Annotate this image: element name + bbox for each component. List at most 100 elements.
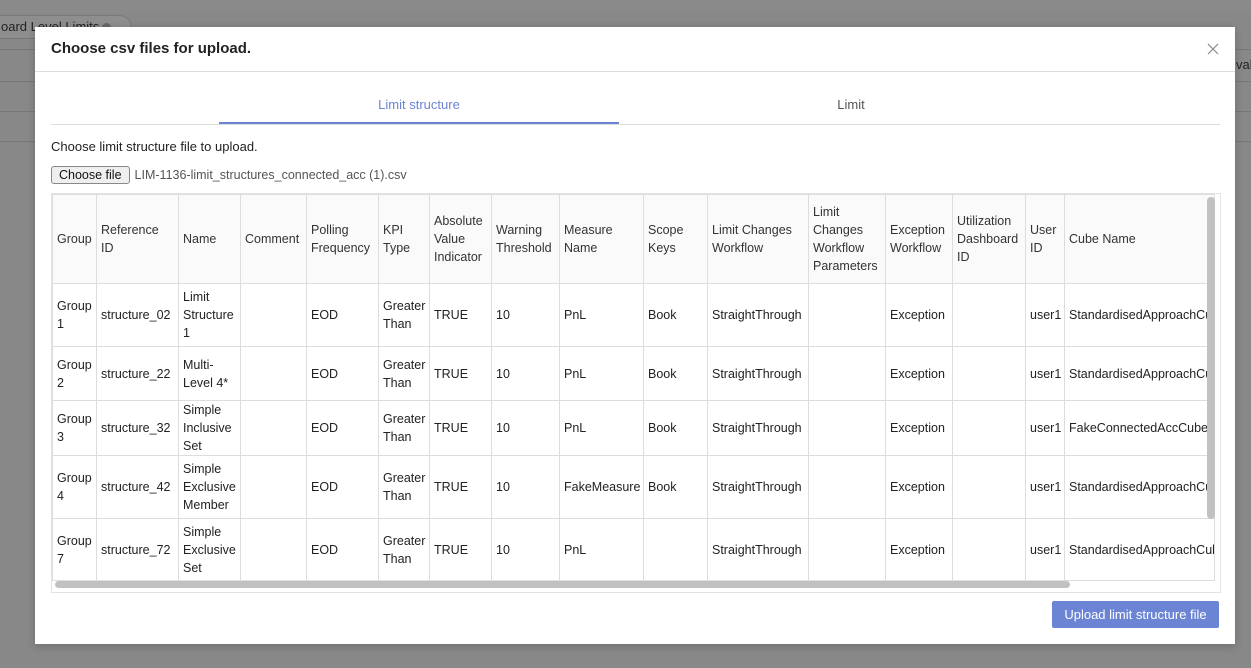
table-cell — [240, 455, 307, 519]
table-cell: Greater Than — [378, 346, 430, 401]
table-cell — [643, 518, 708, 581]
table-cell: user1 — [1025, 400, 1065, 456]
table-cell: 10 — [491, 518, 560, 581]
column-header: Scope Keys — [643, 194, 708, 284]
table-cell: Exception — [885, 455, 953, 519]
background-text: val — [1236, 57, 1251, 72]
table-cell: FakeConnectedAccCube — [1064, 400, 1215, 456]
table-cell: Group 2 — [52, 346, 97, 401]
table-cell: Book — [643, 455, 708, 519]
instructions: Choose limit structure file to upload. — [51, 139, 258, 154]
file-name: LIM-1136-limit_structures_connected_acc … — [134, 168, 407, 182]
tab-limit[interactable]: Limit — [837, 97, 865, 112]
table-cell: StraightThrough — [707, 455, 809, 519]
table-cell: StandardisedApproachCube — [1064, 346, 1215, 401]
table-row: Group 4 structure_42 Simple Exclusive Memb… — [52, 455, 1215, 519]
table-row: Group 1 structure_02 Limit Structure 1 EOD G… — [52, 283, 1215, 347]
data-table: Group Reference ID Name Comment Polling Freq… — [52, 194, 1215, 581]
table-cell: Exception — [885, 400, 953, 456]
table-cell: Limit Structure 1 — [178, 283, 241, 347]
table-cell — [240, 283, 307, 347]
table-cell: user1 — [1025, 455, 1065, 519]
table-header-row: Group Reference ID Name Comment Polling Freq… — [52, 194, 1215, 284]
table-cell: StandardisedApproachCube — [1064, 455, 1215, 519]
table-cell: StraightThrough — [707, 400, 809, 456]
table-cell: PnL — [559, 518, 644, 581]
upload-limit-structure-button[interactable]: Upload limit structure file — [1052, 601, 1219, 628]
header-divider — [35, 71, 1235, 72]
close-icon[interactable] — [1205, 41, 1221, 57]
table-cell: Group 1 — [52, 283, 97, 347]
table-cell: StraightThrough — [707, 518, 809, 581]
table-cell — [952, 455, 1026, 519]
table-cell: Exception — [885, 518, 953, 581]
table-cell: 10 — [491, 346, 560, 401]
table-cell — [240, 400, 307, 456]
column-header: Limit Changes Workflow — [707, 194, 809, 284]
column-header: Group — [52, 194, 97, 284]
column-header: Polling Frequency — [306, 194, 379, 284]
table-cell — [808, 283, 886, 347]
horizontal-scrollbar[interactable] — [55, 581, 1070, 588]
table-cell: Book — [643, 400, 708, 456]
vertical-scrollbar[interactable] — [1207, 197, 1215, 519]
table-cell: Exception — [885, 346, 953, 401]
modal-title: Choose csv files for upload. — [51, 40, 252, 57]
preview-table: Group Reference ID Name Comment Polling Freq… — [51, 193, 1221, 593]
column-header: Comment — [240, 194, 307, 284]
column-header: Reference ID — [96, 194, 179, 284]
table-cell — [808, 346, 886, 401]
table-cell: structure_72 — [96, 518, 179, 581]
table-cell: EOD — [306, 400, 379, 456]
table-cell — [808, 400, 886, 456]
column-header: Warning Threshold — [491, 194, 560, 284]
column-header: Limit Changes Workflow Parameters — [808, 194, 886, 284]
table-cell: TRUE — [429, 455, 492, 519]
file-input: Choose file LIM-1136-limit_structures_co… — [51, 166, 407, 184]
table-cell — [952, 518, 1026, 581]
table-cell: EOD — [306, 346, 379, 401]
table-cell — [240, 346, 307, 401]
table-cell: Greater Than — [378, 283, 430, 347]
column-header: Exception Workflow — [885, 194, 953, 284]
table-cell: EOD — [306, 283, 379, 347]
table-cell: Greater Than — [378, 455, 430, 519]
table-cell: user1 — [1025, 283, 1065, 347]
table-cell: TRUE — [429, 518, 492, 581]
table-cell — [952, 400, 1026, 456]
table-cell: Simple Exclusive Member — [178, 455, 241, 519]
table-cell: user1 — [1025, 518, 1065, 581]
table-cell: Group 4 — [52, 455, 97, 519]
column-header: KPI Type — [378, 194, 430, 284]
table-cell: structure_32 — [96, 400, 179, 456]
table-cell: Multi-Level 4* — [178, 346, 241, 401]
table-cell: user1 — [1025, 346, 1065, 401]
table-cell: structure_42 — [96, 455, 179, 519]
choose-file-button[interactable]: Choose file — [51, 166, 130, 184]
table-cell: Simple Inclusive Set — [178, 400, 241, 456]
upload-modal: Choose csv files for upload. Limit struc… — [35, 27, 1235, 644]
table-cell: EOD — [306, 518, 379, 581]
table-cell — [240, 518, 307, 581]
table-cell: Exception — [885, 283, 953, 347]
table-row: Group 2 structure_22 Multi-Level 4* EOD Grea… — [52, 346, 1215, 401]
table-cell: StandardisedApproachCube — [1064, 283, 1215, 347]
table-cell: PnL — [559, 283, 644, 347]
table-cell: StraightThrough — [707, 283, 809, 347]
column-header: Measure Name — [559, 194, 644, 284]
table-cell: 10 — [491, 400, 560, 456]
table-cell: StraightThrough — [707, 346, 809, 401]
table-row: Group 7 structure_72 Simple Exclusive Set E… — [52, 518, 1215, 581]
table-row: Group 3 structure_32 Simple Inclusive Set E… — [52, 400, 1215, 456]
table-cell: EOD — [306, 455, 379, 519]
table-cell — [808, 455, 886, 519]
table-cell: Book — [643, 283, 708, 347]
table-cell: Simple Exclusive Set — [178, 518, 241, 581]
table-cell: PnL — [559, 400, 644, 456]
table-cell: 10 — [491, 455, 560, 519]
table-cell: Greater Than — [378, 518, 430, 581]
tab-limit-structure[interactable]: Limit structure — [219, 93, 619, 124]
column-header: Absolute Value Indicator — [429, 194, 492, 284]
table-cell: StandardisedApproachCube — [1064, 518, 1215, 581]
table-cell: structure_02 — [96, 283, 179, 347]
